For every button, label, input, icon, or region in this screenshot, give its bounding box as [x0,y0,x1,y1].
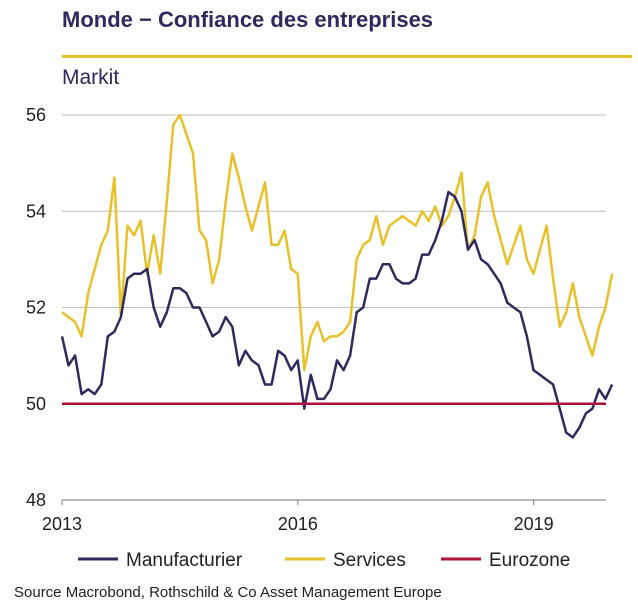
title-rule [62,55,632,58]
legend-label-eurozone: Eurozone [489,550,570,571]
series-line-services [61,113,614,372]
x-tick-label: 2016 [278,514,318,534]
y-tick-label: 48 [26,490,46,510]
legend-label-manufacturier: Manufacturier [126,550,243,571]
y-tick-label: 54 [26,201,46,221]
chart-title: Monde − Confiance des entreprises [62,7,434,32]
series-lines [60,113,614,439]
chart-subtitle: Markit [62,66,120,89]
source-note: Source Macrobond, Rothschild & Co Asset … [14,584,442,601]
y-tick-label: 52 [26,298,46,318]
x-tick-label: 2013 [42,514,82,534]
legend-label-services: Services [333,550,406,571]
y-axis: 48 50 52 54 56 [26,105,46,510]
legend: Manufacturier Services Eurozone [78,550,570,571]
x-tick-label: 2019 [514,514,554,534]
series-line-manufacturier [60,190,614,439]
y-tick-label: 50 [26,394,46,414]
grid-lines [62,114,606,501]
x-axis: 2013 2016 2019 [42,500,554,534]
y-tick-label: 56 [26,105,46,125]
